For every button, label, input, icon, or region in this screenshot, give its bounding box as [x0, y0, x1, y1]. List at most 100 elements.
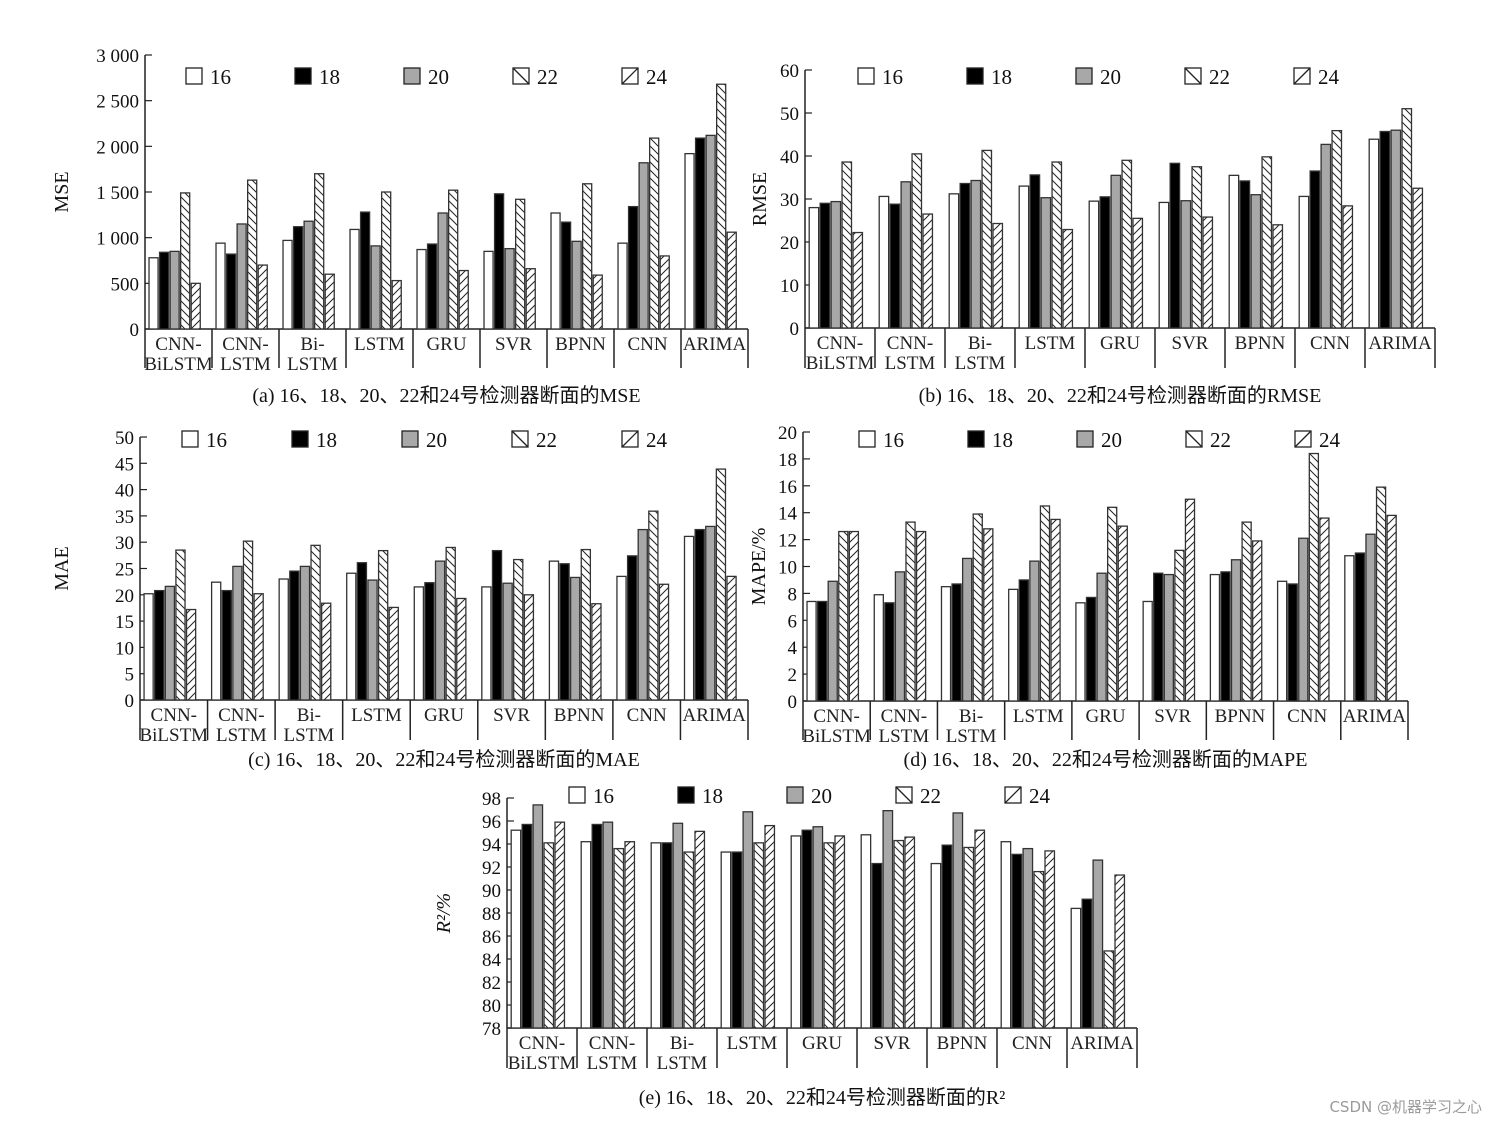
- y-tick-label: 2 000: [96, 137, 139, 158]
- bar-16: [1070, 907, 1082, 1029]
- bar-18: [627, 205, 639, 330]
- y-tick-label: 5: [125, 665, 135, 686]
- bar-20: [894, 571, 906, 702]
- y-tick-label: 96: [482, 812, 501, 833]
- y-tick-label: 2: [788, 665, 798, 686]
- bar-24: [388, 606, 399, 701]
- category-label: CNN: [1012, 1033, 1052, 1054]
- bar-24: [592, 274, 603, 330]
- bar-24: [1050, 518, 1061, 702]
- bar-18: [591, 823, 603, 1029]
- y-tick-label: 20: [115, 586, 134, 607]
- bar-22: [314, 173, 325, 330]
- legend-hatch-icon: [895, 786, 913, 804]
- category-label: CNN-: [887, 333, 933, 354]
- bar-16: [650, 842, 662, 1029]
- bar-16: [684, 152, 695, 330]
- bar-20: [1163, 573, 1175, 702]
- bar-24: [1386, 514, 1397, 702]
- chart-caption: (a) 16、18、20、22和24号检测器断面的MSE: [252, 384, 640, 407]
- y-tick-label: 40: [115, 481, 134, 502]
- legend-label: 24: [646, 428, 668, 452]
- bar-22: [242, 540, 254, 701]
- bar-20: [830, 200, 842, 329]
- category-label: Bi-: [297, 705, 321, 726]
- bar-22: [445, 546, 456, 701]
- bar-18: [493, 193, 505, 330]
- bar-24: [257, 264, 268, 330]
- bar-22: [683, 851, 695, 1029]
- legend-label: 24: [1029, 784, 1051, 808]
- bar-24: [1114, 874, 1126, 1029]
- bar-22: [180, 192, 191, 330]
- category-label: LSTM: [657, 1053, 708, 1074]
- category-label: Bi-: [968, 333, 992, 354]
- chart-caption: (d) 16、18、20、22和24号检测器断面的MAPE: [904, 748, 1308, 771]
- bar-20: [504, 247, 515, 330]
- bar-18: [816, 600, 828, 702]
- bar-22: [1331, 129, 1343, 329]
- bar-20: [970, 179, 982, 329]
- y-tick-label: 30: [115, 533, 134, 554]
- bar-22: [981, 149, 993, 329]
- bar-18: [694, 137, 706, 330]
- bar-18: [1309, 170, 1321, 329]
- bar-20: [900, 181, 912, 329]
- bar-20: [1180, 200, 1192, 329]
- y-tick-label: 82: [482, 973, 501, 994]
- legend-swatch-18: [677, 786, 695, 804]
- category-label: CNN-: [589, 1033, 635, 1054]
- y-tick-label: 10: [778, 558, 797, 579]
- category-label: LSTM: [955, 353, 1006, 374]
- bar-16: [210, 581, 222, 701]
- legend-hatch-icon: [621, 67, 639, 85]
- legend-swatch-20: [1076, 430, 1094, 448]
- bar-24: [904, 836, 916, 1029]
- bar-20: [1320, 143, 1332, 329]
- bar-20: [303, 220, 314, 330]
- category-label: LSTM: [885, 353, 936, 374]
- category-label: ARIMA: [683, 705, 747, 726]
- legend-swatch-18: [967, 430, 985, 448]
- bar-22: [963, 846, 975, 1029]
- bar-16: [1344, 555, 1355, 702]
- bar-18: [1011, 853, 1023, 1029]
- legend-label: 24: [646, 65, 668, 89]
- legend-label: 22: [1209, 65, 1230, 89]
- bar-24: [1202, 216, 1214, 329]
- legend-swatch-16: [858, 430, 876, 448]
- bar-24: [915, 530, 927, 702]
- y-tick-label: 84: [482, 950, 502, 971]
- bar-22: [515, 198, 526, 330]
- bar-20: [1230, 559, 1242, 702]
- legend-swatch-16: [185, 67, 203, 85]
- y-tick-label: 20: [778, 423, 797, 444]
- legend-label: 20: [811, 784, 832, 808]
- legend-label: 18: [991, 65, 1012, 89]
- y-tick-label: 92: [482, 858, 501, 879]
- category-label: BPNN: [554, 705, 605, 726]
- bar-16: [349, 228, 360, 330]
- bar-18: [1287, 583, 1298, 702]
- y-tick-label: 14: [778, 504, 798, 525]
- category-label: LSTM: [287, 354, 338, 375]
- category-label: ARIMA: [1070, 1033, 1134, 1054]
- y-tick-label: 35: [115, 507, 134, 528]
- legend-label: 16: [883, 428, 904, 452]
- bar-18: [1239, 180, 1251, 329]
- bar-24: [1412, 187, 1424, 329]
- chart-caption: (e) 16、18、20、22和24号检测器断面的R²: [639, 1086, 1006, 1109]
- bar-20: [236, 223, 247, 330]
- bar-24: [694, 830, 706, 1029]
- y-axis-label: MAPE/%: [748, 528, 770, 606]
- bar-22: [893, 839, 905, 1029]
- category-label: BiLSTM: [508, 1053, 577, 1074]
- bar-20: [952, 812, 964, 1029]
- legend-label: 22: [537, 65, 558, 89]
- y-tick-label: 98: [482, 789, 501, 810]
- y-tick-label: 6: [788, 611, 798, 632]
- bar-20: [1029, 560, 1040, 702]
- bar-20: [742, 811, 754, 1029]
- bar-20: [164, 585, 176, 701]
